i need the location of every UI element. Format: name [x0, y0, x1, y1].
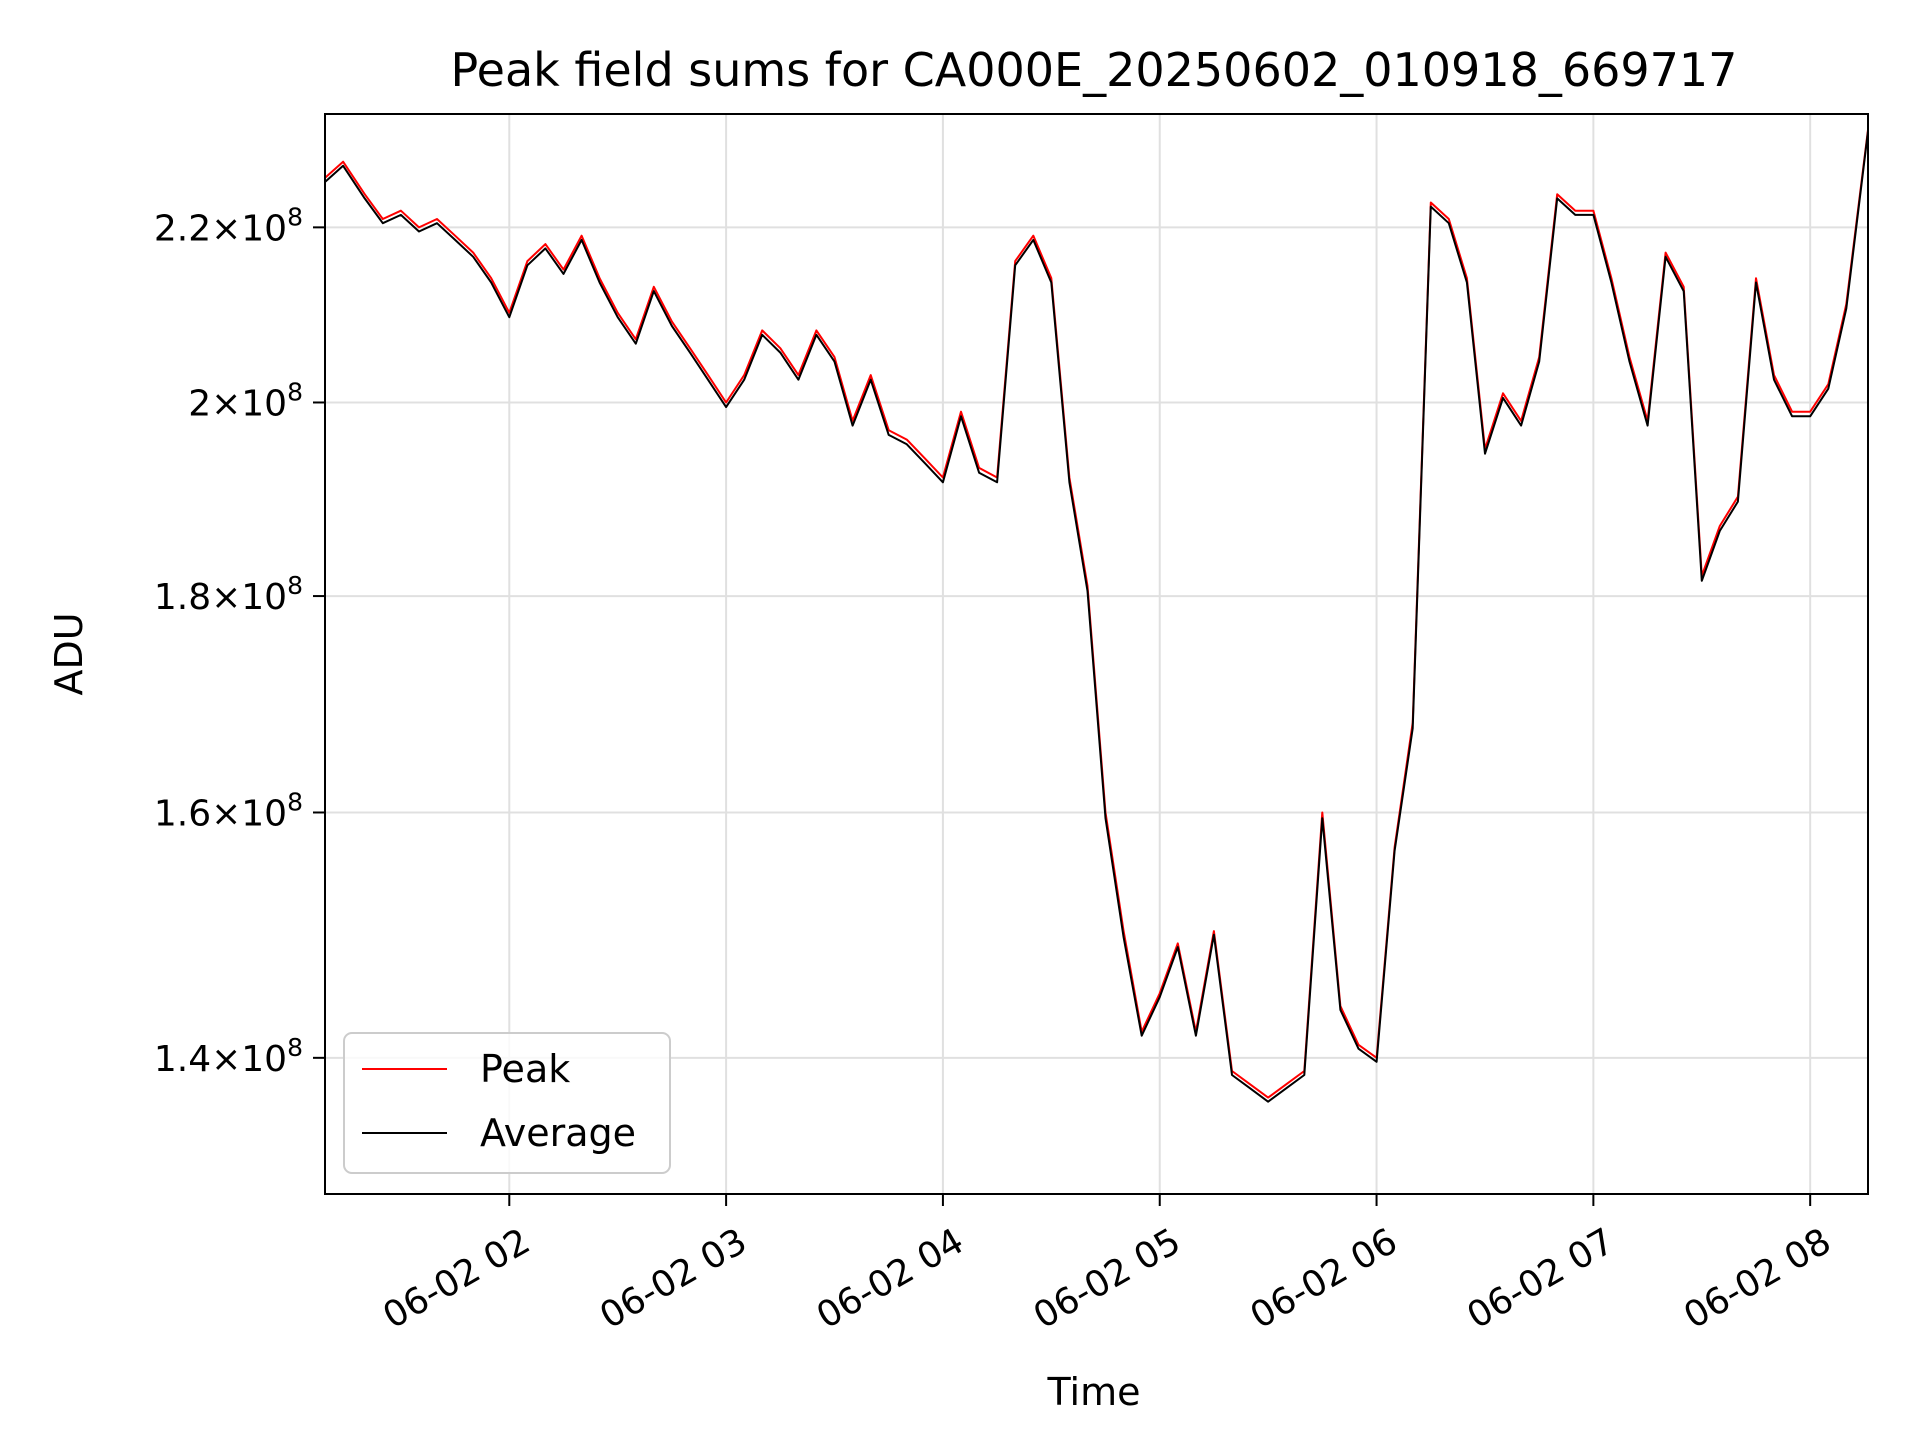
- y-axis-label: ADU: [47, 612, 91, 695]
- plot-lines: [324, 129, 1869, 1103]
- y-tick-label: 2×108: [188, 377, 303, 424]
- y-tick-label: 2.2×108: [154, 202, 303, 249]
- legend: Peak Average: [343, 1032, 671, 1174]
- legend-average-label: Average: [480, 1111, 636, 1155]
- y-axis: 1.4×108 1.6×108 1.8×108 2×108 2.2×108: [154, 202, 325, 1080]
- plot-area-frame: [324, 113, 1869, 1195]
- legend-peak-label: Peak: [480, 1047, 570, 1091]
- x-axis-label: Time: [1047, 1370, 1141, 1414]
- y-tick-label: 1.4×108: [154, 1033, 303, 1080]
- series-line-average: [324, 131, 1869, 1103]
- chart-title: Peak field sums for CA000E_20250602_0109…: [451, 43, 1738, 97]
- y-tick-label: 1.6×108: [154, 787, 303, 834]
- y-tick-label: 1.8×108: [154, 571, 303, 618]
